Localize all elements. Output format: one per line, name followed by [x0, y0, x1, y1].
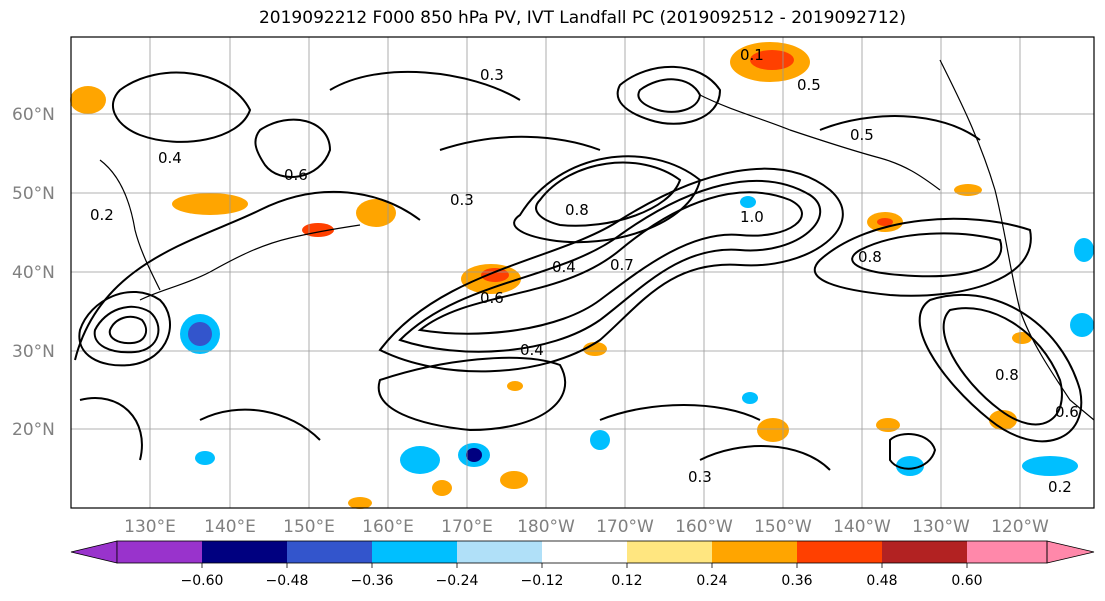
lat-label: 30°N [12, 342, 55, 362]
colorbar-tick-label: 0.60 [951, 573, 982, 589]
lon-label: 140°E [204, 517, 256, 537]
colorbar-tick-label: −0.24 [436, 573, 479, 589]
contour-label: 0.3 [688, 468, 712, 486]
colorbar-bin [287, 541, 372, 563]
page-title: 2019092212 F000 850 hPa PV, IVT Landfall… [258, 8, 906, 28]
colorbar-tick-label: 0.24 [696, 573, 727, 589]
contour-label: 0.2 [1048, 478, 1072, 496]
contour-label: 0.4 [520, 341, 544, 359]
contour-label: 0.1 [740, 46, 764, 64]
contour-label: 0.4 [158, 149, 182, 167]
contour-label: 1.0 [740, 208, 764, 226]
colorbar-bin [117, 541, 202, 563]
contour-label: 0.3 [450, 191, 474, 209]
colorbar-extend-min [70, 540, 118, 564]
contour-label: 0.4 [552, 258, 576, 276]
colorbar-extend-max [1046, 540, 1095, 564]
coastlines [99, 59, 1095, 421]
contour-label: 0.5 [850, 126, 874, 144]
contour-label: 0.6 [1055, 403, 1079, 421]
contour-label: 0.8 [858, 248, 882, 266]
colorbar-tick-label: −0.60 [181, 573, 224, 589]
contour-label: 0.3 [480, 66, 504, 84]
colorbar-bin [882, 541, 967, 563]
pv-contours [74, 65, 1083, 471]
lon-label: 140°W [833, 517, 891, 537]
contour-label: 0.6 [284, 166, 308, 184]
lat-label: 40°N [12, 263, 55, 283]
colorbar-bin [542, 541, 627, 563]
lon-label: 120°W [991, 517, 1049, 537]
lon-label: 130°E [124, 517, 176, 537]
contour-label: 0.5 [797, 76, 821, 94]
lon-label: 160°E [362, 517, 414, 537]
colorbar-tick-label: −0.48 [266, 573, 309, 589]
latitude-labels: 60°N 50°N 40°N 30°N 20°N [12, 105, 55, 440]
lon-label: 150°E [283, 517, 335, 537]
lon-label: 160°W [675, 517, 733, 537]
lat-label: 20°N [12, 420, 55, 440]
colorbar-bin [202, 541, 287, 563]
colorbar: −0.60 −0.48 −0.36 −0.24 −0.12 0.12 0.24 … [70, 540, 1095, 589]
longitude-labels: 130°E 140°E 150°E 160°E 170°E 180°W 170°… [124, 517, 1049, 537]
colorbar-bin [372, 541, 457, 563]
lon-label: 180°W [517, 517, 575, 537]
lon-label: 170°E [441, 517, 493, 537]
colorbar-tick-label: 0.36 [781, 573, 812, 589]
colorbar-tick-label: −0.36 [351, 573, 394, 589]
colorbar-bin [712, 541, 797, 563]
colorbar-bin [797, 541, 882, 563]
contour-label: 0.8 [565, 201, 589, 219]
contour-label: 0.7 [610, 256, 634, 274]
lat-label: 50°N [12, 184, 55, 204]
colorbar-bin [457, 541, 542, 563]
map-panel: 0.3 0.3 0.3 0.4 0.4 0.4 0.5 0.5 0.6 0.6 … [70, 36, 1095, 509]
contour-label: 0.6 [480, 289, 504, 307]
colorbar-bin [967, 541, 1047, 563]
lon-label: 170°W [596, 517, 654, 537]
contour-label-group: 0.3 0.3 0.3 0.4 0.4 0.4 0.5 0.5 0.6 0.6 … [90, 46, 1079, 496]
contour-label: 0.8 [995, 366, 1019, 384]
colorbar-bin [627, 541, 712, 563]
contour-label: 0.2 [90, 206, 114, 224]
lon-label: 150°W [754, 517, 812, 537]
lat-label: 60°N [12, 105, 55, 125]
lon-label: 130°W [912, 517, 970, 537]
colorbar-tick-label: −0.12 [521, 573, 564, 589]
colorbar-tick-label: 0.12 [611, 573, 642, 589]
colorbar-tick-label: 0.48 [866, 573, 897, 589]
